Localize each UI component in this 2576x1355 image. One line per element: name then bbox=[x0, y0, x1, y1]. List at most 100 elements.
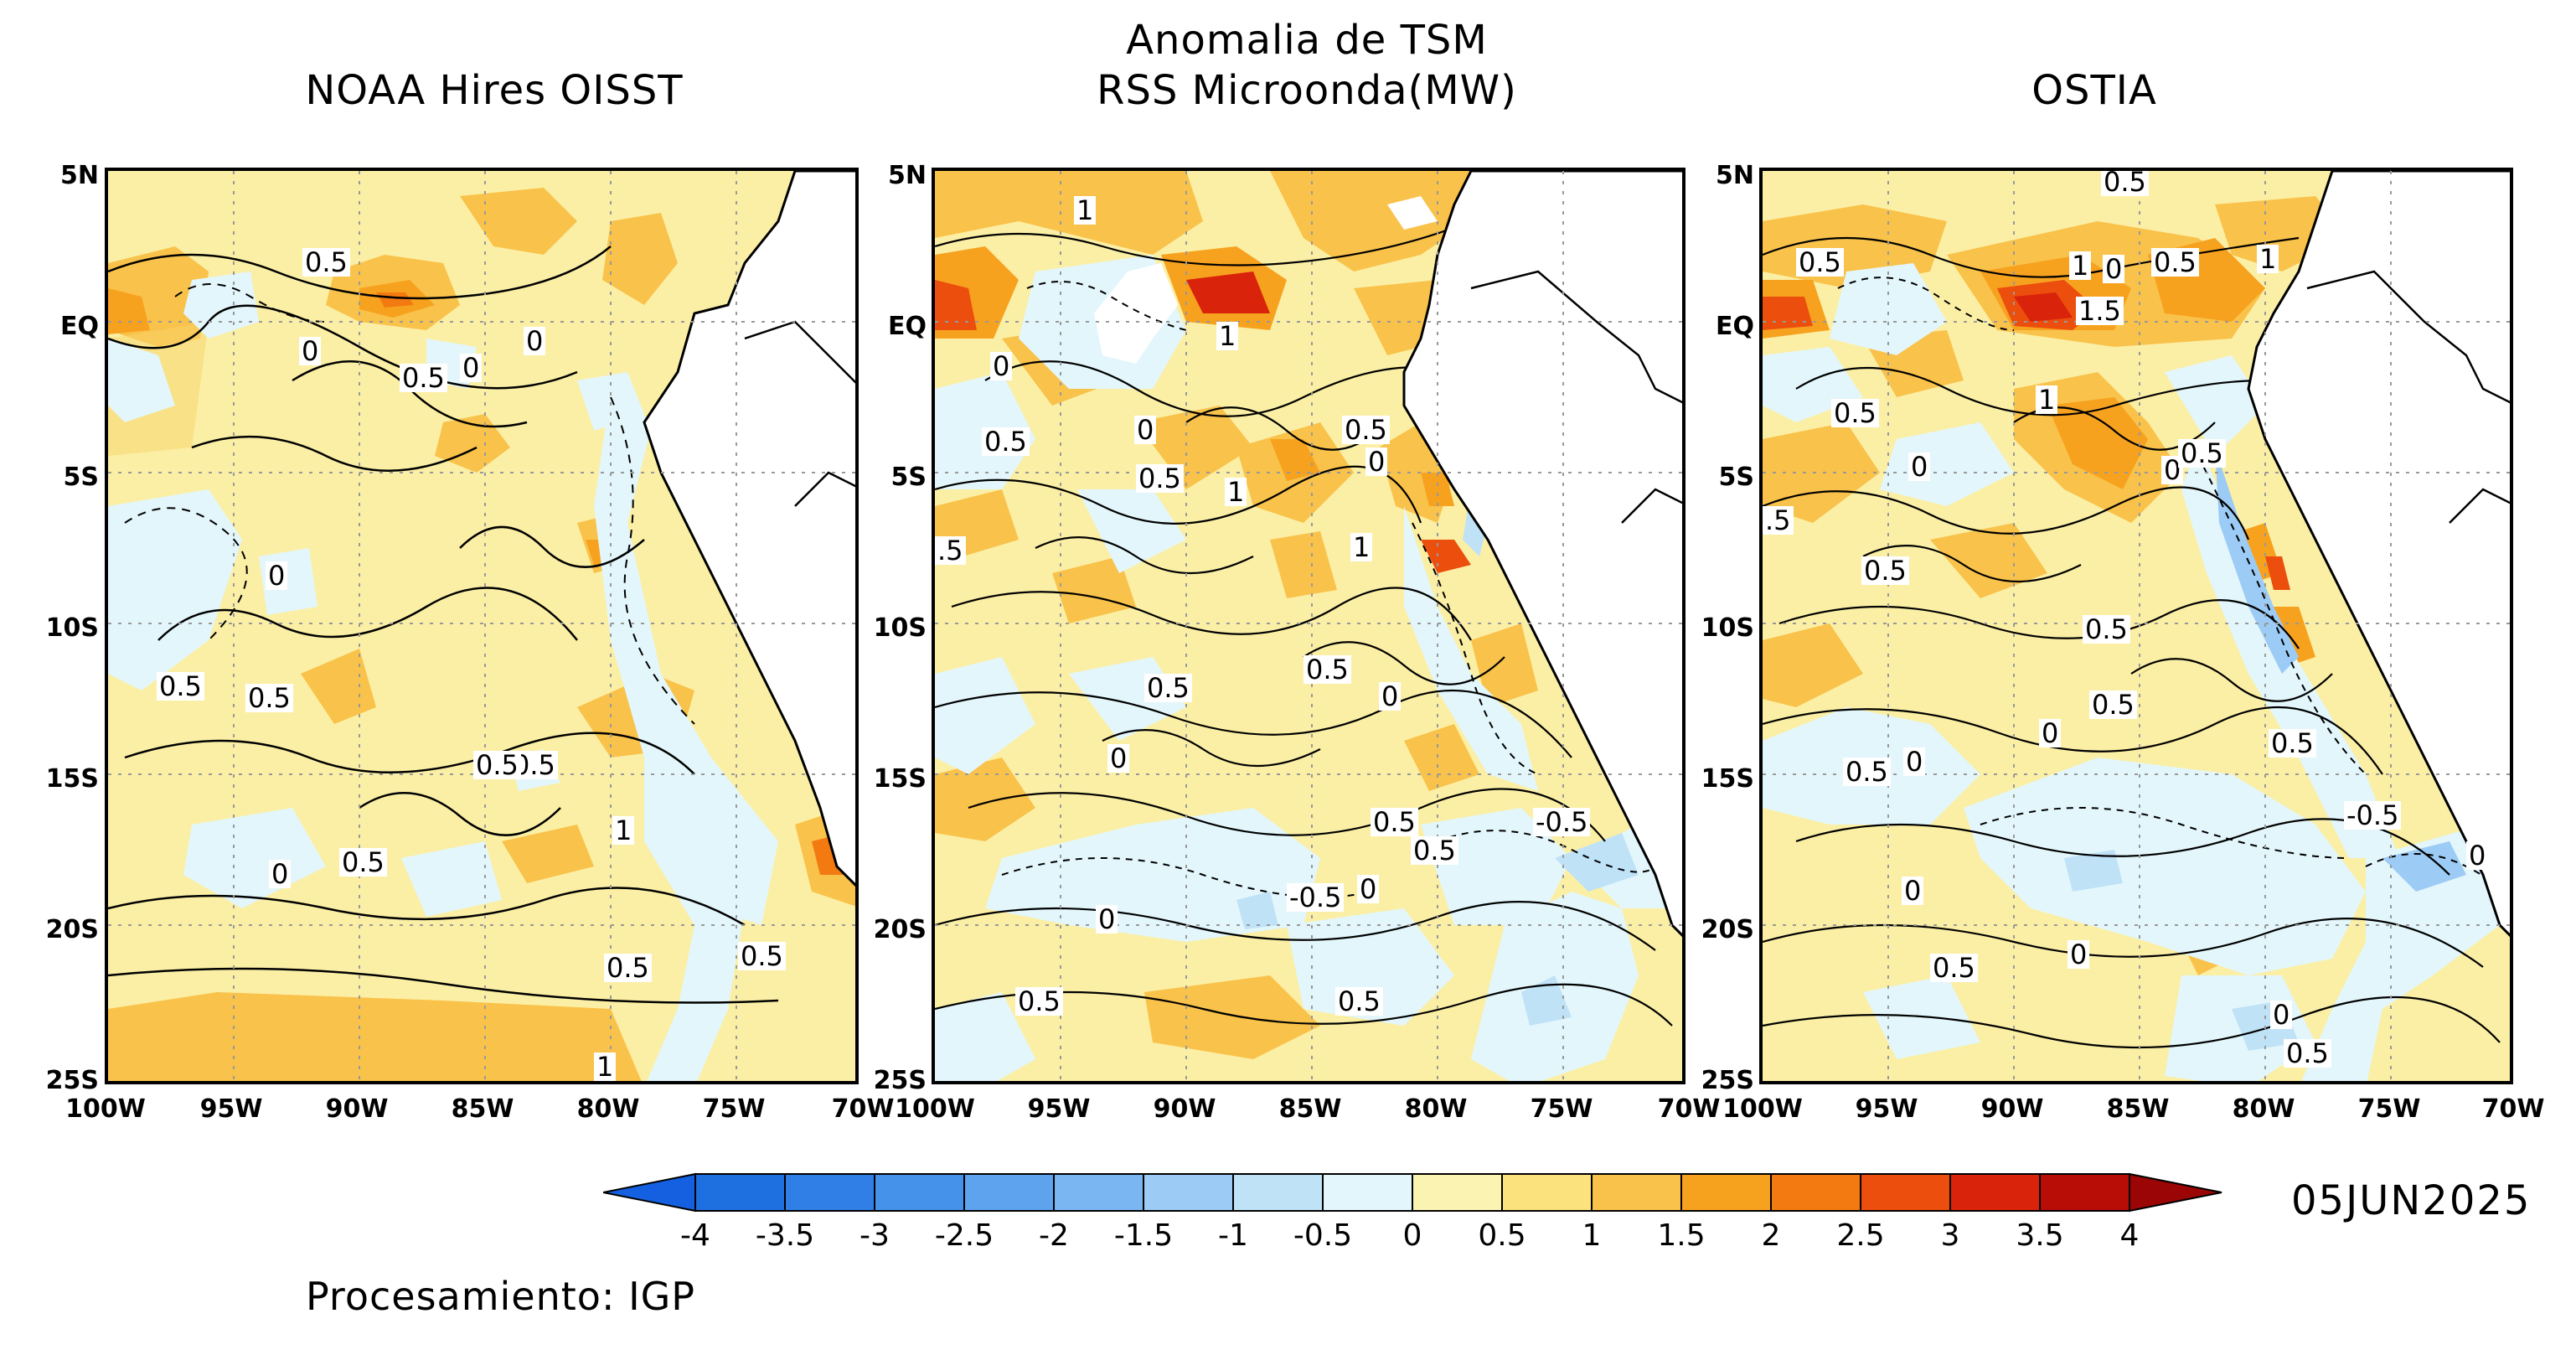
colorbar-over-arrow bbox=[2129, 1172, 2222, 1213]
contour-label: 0.5 bbox=[157, 672, 204, 701]
map-panel-ostia: 0.5 0.5 1 0 0.5 1 1.5 0.5 1 0 0 0.5 .5 0… bbox=[1759, 168, 2513, 1084]
colorbar-tick-label: 4 bbox=[2119, 1218, 2140, 1253]
colorbar-tick-label: 0.5 bbox=[1478, 1218, 1526, 1253]
lon-label: 90W bbox=[1980, 1094, 2044, 1124]
sst-anomaly-map-rss bbox=[935, 171, 1682, 1081]
colorbar-segment bbox=[1770, 1173, 1861, 1212]
contour-label: 1 bbox=[612, 816, 635, 845]
sst-anomaly-map-oisst bbox=[108, 171, 855, 1081]
map-panel-rss-mw: 1 1 0 0.5 0 0.5 1 .5 1 0.5 0 0.5 0 0.5 -… bbox=[932, 168, 1685, 1084]
lat-label: 5N bbox=[888, 161, 927, 190]
lat-label: 5S bbox=[891, 463, 927, 492]
contour-label: 1 bbox=[2069, 251, 2092, 280]
contour-label: 0 bbox=[1379, 682, 1402, 711]
contour-label: .5 bbox=[1763, 506, 1794, 535]
main-title-line1: Anomalia de TSM bbox=[1126, 17, 1488, 64]
contour-label: 0.5 bbox=[2178, 439, 2226, 468]
contour-label: 1 bbox=[1225, 478, 1247, 506]
lat-label: 10S bbox=[873, 613, 927, 643]
colorbar-segment bbox=[1232, 1173, 1324, 1212]
contour-label: 0.5 bbox=[302, 248, 350, 277]
lon-label: 85W bbox=[2106, 1094, 2170, 1124]
contour-label: 0.5 bbox=[2151, 248, 2199, 277]
contour-label: -0.5 bbox=[1533, 808, 1591, 836]
lat-label: 5S bbox=[63, 463, 99, 492]
lon-label: 90W bbox=[1153, 1094, 1216, 1124]
colorbar-tick-label: 3.5 bbox=[2016, 1218, 2064, 1253]
lon-label: 85W bbox=[451, 1094, 514, 1124]
contour-label: 0 bbox=[1096, 905, 1118, 934]
map-panel-oisst: 0.5 0 0.5 0 0 0 0.5 0.5 0.5 0.5 1 0 0.5 … bbox=[105, 168, 859, 1084]
lon-label: 95W bbox=[199, 1094, 263, 1124]
contour-label: 0.5 bbox=[1831, 399, 1879, 427]
lon-label: 100W bbox=[65, 1094, 146, 1124]
lat-label: 10S bbox=[1701, 613, 1754, 643]
contour-label: 0 bbox=[2270, 1001, 2293, 1029]
contour-label: .5 bbox=[935, 536, 966, 565]
sst-anomaly-map-ostia bbox=[1763, 171, 2510, 1081]
colorbar-tick-label: 3 bbox=[1940, 1218, 1960, 1253]
colorbar-under-arrow bbox=[603, 1172, 696, 1213]
lon-label: 80W bbox=[1404, 1094, 1468, 1124]
contour-label: 0 bbox=[1908, 453, 1931, 481]
lat-label: 15S bbox=[1701, 764, 1754, 794]
lat-label: EQ bbox=[1716, 312, 1754, 341]
lat-label: 5N bbox=[1716, 161, 1754, 190]
contour-label: 0.5 bbox=[473, 751, 521, 779]
contour-label: 0.5 bbox=[604, 954, 652, 982]
lat-label: EQ bbox=[60, 312, 99, 341]
contour-label: 0.5 bbox=[2089, 690, 2137, 719]
colorbar-tick-label: -3 bbox=[860, 1218, 890, 1253]
colorbar-segment bbox=[874, 1173, 965, 1212]
contour-label: 0.5 bbox=[1335, 987, 1383, 1016]
contour-label: -0.5 bbox=[1287, 883, 1345, 912]
colorbar-segment bbox=[1591, 1173, 1682, 1212]
contour-label: 1.5 bbox=[2076, 297, 2124, 325]
lon-label: 70W bbox=[831, 1094, 895, 1124]
contour-label: 0 bbox=[1134, 416, 1157, 444]
contour-label: 0 bbox=[299, 337, 322, 365]
contour-label: 0.5 bbox=[2083, 615, 2130, 644]
contour-label: 0.5 bbox=[1843, 758, 1891, 786]
colorbar-segment bbox=[1680, 1173, 1772, 1212]
contour-label: 0 bbox=[1357, 875, 1380, 903]
contour-label: 0 bbox=[266, 561, 288, 590]
colorbar-segment bbox=[2039, 1173, 2130, 1212]
contour-label: 0.5 bbox=[1015, 987, 1063, 1016]
contour-label: 0.5 bbox=[1861, 556, 1909, 585]
lat-label: 5N bbox=[60, 161, 99, 190]
contour-label: 0 bbox=[524, 327, 546, 355]
colorbar-tick-label: 0 bbox=[1402, 1218, 1422, 1253]
colorbar-tick-label: -2.5 bbox=[934, 1218, 994, 1253]
contour-label: 1 bbox=[1216, 322, 1239, 350]
contour-label: 0.5 bbox=[1371, 808, 1418, 836]
colorbar-segment bbox=[1412, 1173, 1503, 1212]
colorbar-segment bbox=[1053, 1173, 1144, 1212]
colorbar-segment bbox=[1949, 1173, 2041, 1212]
contour-label: -0.5 bbox=[2344, 801, 2402, 830]
lon-label: 85W bbox=[1278, 1094, 1342, 1124]
colorbar-tick-label: -3.5 bbox=[755, 1218, 815, 1253]
colorbar-segment bbox=[784, 1173, 875, 1212]
lat-label: 25S bbox=[1701, 1066, 1754, 1095]
colorbar-tick-label: -0.5 bbox=[1293, 1218, 1353, 1253]
contour-label: 0.5 bbox=[1796, 248, 1844, 277]
colorbar-tick-label: 1 bbox=[1582, 1218, 1602, 1253]
contour-label: 0 bbox=[2068, 940, 2090, 969]
contour-label: 1 bbox=[1074, 196, 1097, 225]
colorbar-tick-label: -4 bbox=[680, 1218, 710, 1253]
contour-label: 1 bbox=[2257, 245, 2279, 273]
lon-label: 100W bbox=[895, 1094, 975, 1124]
colorbar-tick-label: -1.5 bbox=[1113, 1218, 1174, 1253]
contour-label: 0 bbox=[2466, 841, 2489, 870]
contour-label: 0.5 bbox=[2101, 171, 2149, 196]
contour-label: 0 bbox=[2103, 255, 2125, 283]
colorbar-segment bbox=[963, 1173, 1055, 1212]
processing-credit: Procesamiento: IGP bbox=[306, 1274, 696, 1319]
lat-label: 20S bbox=[45, 915, 99, 944]
lon-label: 70W bbox=[1657, 1094, 1721, 1124]
contour-label: 0 bbox=[1107, 744, 1130, 773]
colorbar-tick-label: 2 bbox=[1761, 1218, 1781, 1253]
lat-label: 5S bbox=[1718, 463, 1754, 492]
contour-label: 0 bbox=[460, 354, 483, 382]
